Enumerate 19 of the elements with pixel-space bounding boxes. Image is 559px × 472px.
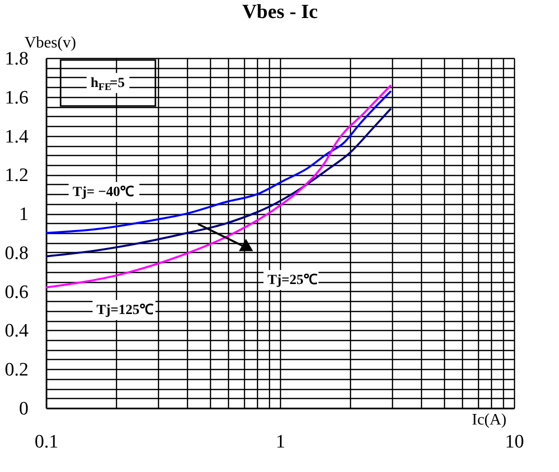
x-axis-title: Ic(A) [472, 412, 506, 428]
y-tick-label: 1 [19, 204, 28, 226]
y-tick-label: 0.2 [4, 360, 28, 381]
annotation: Tj=25℃ [267, 273, 318, 288]
y-tick-label: 1.4 [4, 126, 29, 148]
y-tick-label: 1.6 [4, 87, 28, 108]
x-tick-label: 10 [505, 432, 524, 452]
x-tick-label: 0.1 [34, 432, 58, 452]
x-tick-label: 1 [276, 432, 286, 452]
chart-title: Vbes - Ic [242, 1, 318, 23]
annotation: Tj=125℃ [96, 303, 154, 318]
y-axis-title: Vbes(v) [24, 34, 76, 52]
y-tick-label: 0 [19, 398, 28, 420]
y-tick-label: 0.4 [4, 320, 29, 342]
y-tick-label: 0.8 [4, 242, 28, 264]
y-tick-label: 1.2 [4, 165, 28, 186]
y-tick-label: 0.6 [4, 282, 28, 303]
annotation: Tj= −40℃ [72, 185, 134, 200]
y-tick-label: 1.8 [4, 48, 28, 70]
